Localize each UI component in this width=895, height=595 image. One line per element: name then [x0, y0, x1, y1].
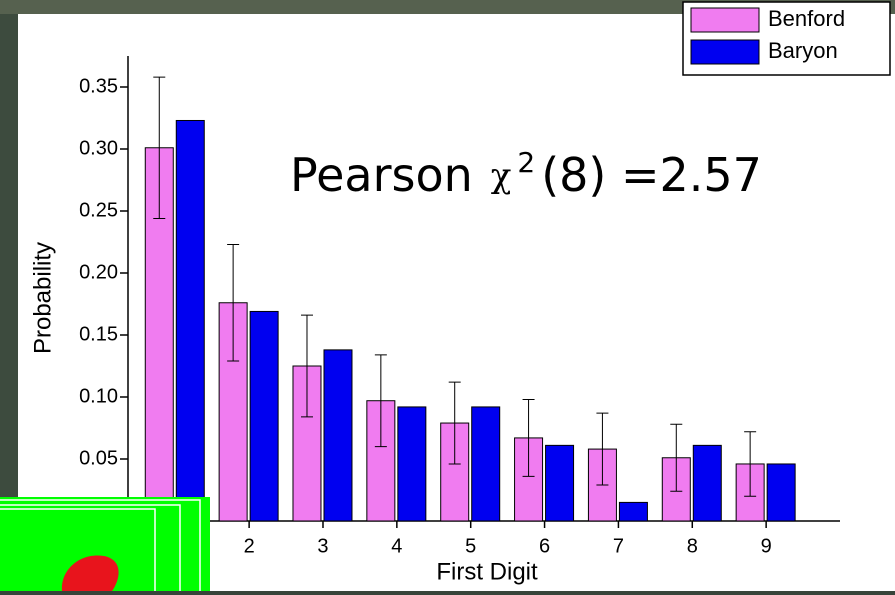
legend-label: Benford: [768, 6, 845, 31]
y-tick-label: 0.20: [79, 261, 118, 283]
bar: [767, 464, 795, 521]
y-tick-label: 0.05: [79, 447, 118, 469]
x-tick-label: 7: [613, 535, 624, 557]
legend-label: Baryon: [768, 38, 838, 63]
bar: [693, 445, 721, 521]
x-tick-label: 9: [761, 535, 772, 557]
y-axis-label: Probability: [29, 242, 56, 354]
bar: [546, 445, 574, 521]
x-tick-label: 4: [391, 535, 402, 557]
chart: Pearsonχ2(8) =2.57 First Digit Probabili…: [0, 0, 895, 591]
x-tick-label: 5: [465, 535, 476, 557]
bar: [324, 350, 352, 521]
x-tick-label: 6: [539, 535, 550, 557]
bar: [398, 407, 426, 521]
x-tick-label: 8: [687, 535, 698, 557]
legend-swatch: [691, 8, 759, 32]
x-axis-label: First Digit: [436, 558, 538, 585]
y-tick-label: 0.15: [79, 323, 118, 345]
y-tick-label: 0.25: [79, 199, 118, 221]
decoration: [0, 497, 210, 591]
y-tick-label: 0.35: [79, 75, 118, 97]
x-tick-label: 2: [244, 535, 255, 557]
x-tick-label: 3: [317, 535, 328, 557]
page: Pearsonχ2(8) =2.57 First Digit Probabili…: [0, 0, 895, 591]
y-tick-label: 0.30: [79, 137, 118, 159]
bar: [250, 311, 278, 521]
legend-swatch: [691, 40, 759, 64]
bar: [472, 407, 500, 521]
y-tick-label: 0.10: [79, 385, 118, 407]
bar: [619, 502, 647, 521]
bar: [176, 120, 204, 521]
legend: Benford Baryon: [683, 2, 890, 75]
